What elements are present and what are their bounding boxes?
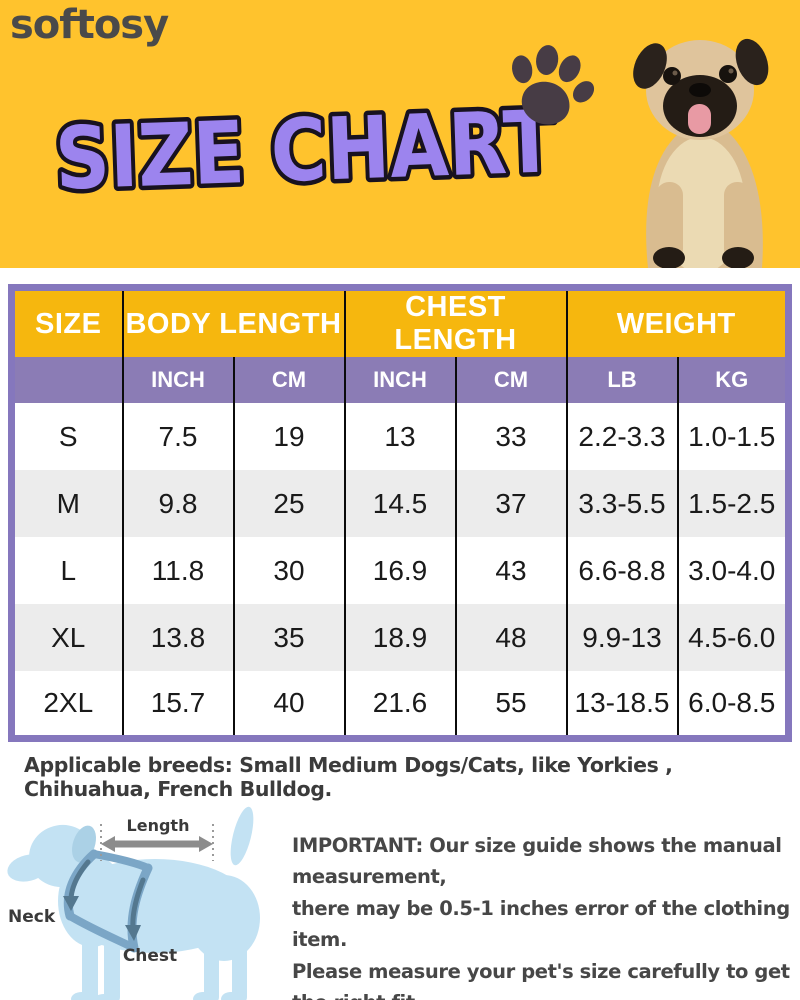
table-cell: 3.0-4.0 [676,537,789,604]
unit-header: LB [565,357,678,403]
group-header-size: SIZE [11,287,123,357]
harness-arrows [63,859,146,941]
table-cell: 35 [232,604,345,671]
group-header-chest-length: CHEST LENGTH [343,287,567,357]
table-cell: 43 [454,537,567,604]
table-units-row: INCH CM INCH CM LB KG [11,357,789,403]
measurement-diagram: Length Neck Chest [0,806,290,1000]
pug-photo [633,38,769,268]
table-cell: 4.5-6.0 [676,604,789,671]
table-cell: 6.6-8.8 [565,537,678,604]
brand-logo: softosy [10,2,169,48]
table-cell: 6.0-8.5 [676,671,789,738]
table-cell: 7.5 [121,403,234,470]
unit-header: KG [676,357,789,403]
table-row-xl: XL 13.8 35 18.9 48 9.9-13 4.5-6.0 [11,604,789,671]
header-banner: softosy SIZE CHART [0,0,800,268]
dog-measurement-illustration: Length Neck Chest [7,806,260,1000]
cell-size: M [11,470,123,537]
paw-icon [512,45,595,125]
cell-size: S [11,403,123,470]
applicable-breeds-note: Applicable breeds: Small Medium Dogs/Cat… [24,752,673,801]
unit-header: CM [454,357,567,403]
group-header-body-length: BODY LENGTH [121,287,345,357]
chest-label: Chest [123,946,177,966]
important-note: IMPORTANT: Our size guide shows the manu… [292,833,790,1000]
table-cell: 14.5 [343,470,456,537]
length-arrow [101,835,213,852]
length-label: Length [127,816,190,835]
table-cell: 21.6 [343,671,456,738]
table-cell: 13.8 [121,604,234,671]
cell-size: 2XL [11,671,123,738]
table-cell: 18.9 [343,604,456,671]
group-header-weight: WEIGHT [565,287,789,357]
table-cell: 15.7 [121,671,234,738]
table-cell: 2.2-3.3 [565,403,678,470]
table-cell: 48 [454,604,567,671]
table-cell: 19 [232,403,345,470]
table-group-header-row: SIZE BODY LENGTH CHEST LENGTH WEIGHT [11,287,789,357]
page-title: SIZE CHART [49,88,561,213]
table-cell: 55 [454,671,567,738]
size-table: SIZE BODY LENGTH CHEST LENGTH WEIGHT INC… [8,284,792,742]
table-row-l: L 11.8 30 16.9 43 6.6-8.8 3.0-4.0 [11,537,789,604]
table-cell: 9.9-13 [565,604,678,671]
neck-label: Neck [8,907,56,927]
table-cell: 25 [232,470,345,537]
table-cell: 11.8 [121,537,234,604]
bottom-section: Length Neck Chest IMPORTANT: Our size gu… [0,806,800,1000]
table-cell: 33 [454,403,567,470]
page-title-text: SIZE CHART [54,92,557,209]
unit-header: INCH [343,357,456,403]
cell-size: XL [11,604,123,671]
table-cell: 40 [232,671,345,738]
table-cell: 37 [454,470,567,537]
cell-size: L [11,537,123,604]
table-row-m: M 9.8 25 14.5 37 3.3-5.5 1.5-2.5 [11,470,789,537]
table-cell: 1.0-1.5 [676,403,789,470]
table-cell: 13-18.5 [565,671,678,738]
table-cell: 1.5-2.5 [676,470,789,537]
table-row-s: S 7.5 19 13 33 2.2-3.3 1.0-1.5 [11,403,789,470]
table-cell: 13 [343,403,456,470]
unit-header: CM [232,357,345,403]
unit-header: INCH [121,357,234,403]
table-cell: 3.3-5.5 [565,470,678,537]
unit-header-blank [11,357,123,403]
table-cell: 9.8 [121,470,234,537]
table-cell: 16.9 [343,537,456,604]
table-cell: 30 [232,537,345,604]
table-row-2xl: 2XL 15.7 40 21.6 55 13-18.5 6.0-8.5 [11,671,789,738]
